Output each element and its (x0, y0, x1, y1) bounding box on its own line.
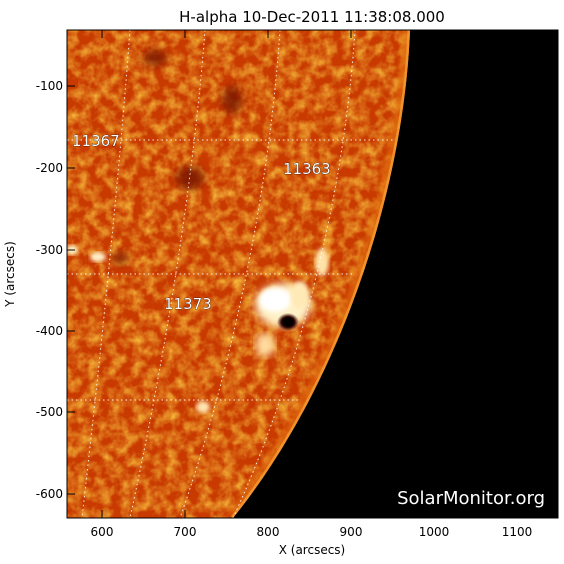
plot-frame (66, 29, 559, 519)
heliographic-grid (67, 30, 395, 518)
region-label-11373: 11373 (164, 295, 212, 313)
x-tick-label: 1000 (419, 525, 450, 539)
image-title: H-alpha 10-Dec-2011 11:38:08.000 (179, 8, 445, 26)
credit-watermark: SolarMonitor.org (397, 488, 545, 509)
x-tick-label: 700 (174, 525, 197, 539)
y-tick-label: -400 (36, 324, 63, 338)
x-tick-label: 800 (257, 525, 280, 539)
y-tick-label: -600 (36, 487, 63, 501)
y-tick-label: -200 (36, 161, 63, 175)
x-tick-label: 900 (340, 525, 363, 539)
x-axis-label: X (arcsecs) (279, 543, 346, 557)
region-label-11367: 11367 (72, 132, 120, 150)
plage-region (67, 245, 329, 413)
y-tick-label: -500 (36, 405, 63, 419)
x-tick-labels: 600 700 800 900 1000 1100 (91, 525, 533, 539)
filaments (112, 50, 242, 264)
region-label-11363: 11363 (283, 160, 331, 178)
axis-ticks (67, 30, 558, 518)
y-tick-labels: -100 -200 -300 -400 -500 -600 (36, 79, 63, 501)
y-axis-label: Y (arcsecs) (3, 241, 17, 308)
x-tick-label: 1100 (502, 525, 533, 539)
x-tick-label: 600 (91, 525, 114, 539)
y-tick-label: -100 (36, 79, 63, 93)
plot-area (67, 30, 558, 518)
active-region-labels: 11367 11363 11373 (72, 132, 331, 314)
y-tick-label: -300 (36, 243, 63, 257)
